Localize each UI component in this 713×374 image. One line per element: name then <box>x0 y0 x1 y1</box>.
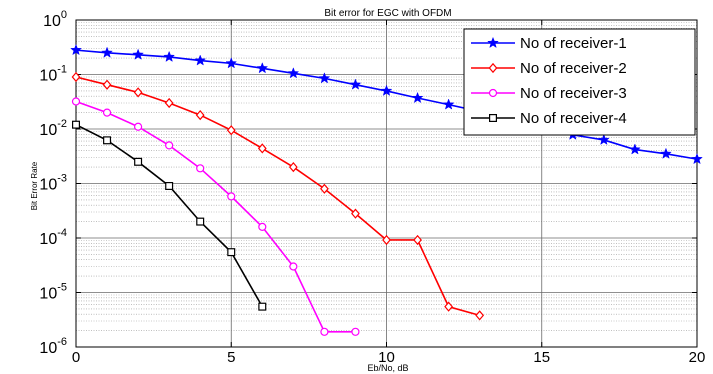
series-2 <box>71 71 485 321</box>
marker-diamond <box>288 161 298 173</box>
marker-star <box>380 84 393 96</box>
legend-label: No of receiver-2 <box>520 60 627 77</box>
y-tick-base: 10 <box>39 231 57 248</box>
marker-star <box>349 78 362 90</box>
marker-diamond <box>133 87 143 98</box>
marker-diamond <box>351 208 360 219</box>
x-tick-label: 10 <box>378 349 395 366</box>
marker-diamond <box>102 79 112 90</box>
marker-circle <box>165 141 174 150</box>
marker-circle <box>102 108 112 117</box>
marker-star <box>597 133 610 145</box>
legend-label: No of receiver-1 <box>520 35 627 52</box>
marker-square <box>71 120 80 129</box>
marker-star <box>660 147 672 159</box>
legend-label: No of receiver-4 <box>520 110 627 127</box>
y-axis-label: Bit Error Rate <box>30 161 39 210</box>
marker-square <box>103 136 112 145</box>
marker-square <box>196 217 205 226</box>
marker-square <box>227 248 236 257</box>
marker-diamond <box>320 183 329 194</box>
marker-square <box>258 302 267 311</box>
marker-star <box>628 143 641 155</box>
y-tick-label: 10-3 <box>39 173 67 194</box>
marker-circle <box>351 327 360 336</box>
marker-circle <box>134 122 143 131</box>
marker-circle <box>196 164 205 173</box>
marker-star <box>101 46 113 58</box>
y-tick-exponent: -5 <box>57 282 67 294</box>
chart-title: Bit error for EGC with OFDM <box>324 8 451 19</box>
x-tick-label: 20 <box>689 349 706 366</box>
y-tick-exponent: -2 <box>57 118 67 130</box>
marker-circle <box>488 88 498 98</box>
marker-circle <box>227 192 236 201</box>
marker-circle <box>289 262 298 271</box>
marker-square <box>134 157 143 166</box>
y-tick-base: 10 <box>43 13 61 30</box>
y-tick-label: 10-4 <box>39 227 67 248</box>
legend-item-4: No of receiver-4 <box>471 110 627 127</box>
marker-circle <box>258 222 267 231</box>
y-tick-exponent: -3 <box>57 173 67 185</box>
marker-star <box>132 48 145 60</box>
legend-item-1: No of receiver-1 <box>471 35 627 52</box>
y-tick-exponent: -6 <box>57 336 67 348</box>
series-4 <box>71 120 267 311</box>
y-tick-label: 100 <box>43 9 67 30</box>
y-tick-exponent: -4 <box>57 227 67 239</box>
legend-label: No of receiver-3 <box>520 85 627 102</box>
marker-diamond <box>444 301 453 312</box>
marker-square <box>165 181 174 190</box>
marker-star <box>318 72 331 84</box>
marker-diamond <box>475 310 485 321</box>
y-tick-label: 10-1 <box>39 64 67 85</box>
y-tick-base: 10 <box>39 68 57 85</box>
x-tick-label: 15 <box>533 349 550 366</box>
marker-star <box>691 152 703 165</box>
marker-star <box>163 50 176 62</box>
marker-diamond <box>257 143 267 154</box>
marker-square <box>489 113 498 122</box>
marker-star <box>411 91 424 104</box>
marker-star <box>256 62 269 74</box>
marker-star <box>225 57 238 69</box>
marker-diamond <box>488 62 498 74</box>
marker-circle <box>71 97 81 106</box>
marker-diamond <box>195 109 205 121</box>
marker-star <box>487 36 499 49</box>
marker-diamond <box>382 234 391 246</box>
y-tick-label: 10-2 <box>39 118 67 139</box>
series-line <box>75 76 480 317</box>
legend: No of receiver-1 No of receiver-2 No of re… <box>463 28 696 136</box>
y-tick-base: 10 <box>39 122 57 139</box>
marker-diamond <box>71 71 81 83</box>
marker-diamond <box>226 125 236 136</box>
y-tick-label: 10-5 <box>39 282 67 303</box>
y-tick-base: 10 <box>39 177 57 194</box>
y-tick-exponent: -1 <box>57 64 67 76</box>
marker-star <box>194 54 207 66</box>
marker-star <box>287 67 300 79</box>
series-line <box>75 100 356 333</box>
series-3 <box>71 97 360 336</box>
marker-diamond <box>413 234 422 246</box>
legend-item-3: No of receiver-3 <box>471 85 627 102</box>
y-tick-base: 10 <box>39 340 57 357</box>
marker-circle <box>320 327 329 336</box>
marker-diamond <box>164 97 174 109</box>
x-axis-label: Eb/No, dB <box>367 363 408 373</box>
legend-item-2: No of receiver-2 <box>471 60 627 77</box>
x-tick-label: 5 <box>227 349 235 366</box>
x-tick-label: 0 <box>72 349 80 366</box>
marker-star <box>70 43 82 56</box>
y-tick-label: 10-6 <box>39 336 67 357</box>
y-tick-base: 10 <box>39 286 57 303</box>
y-tick-exponent: 0 <box>61 9 67 21</box>
marker-star <box>442 98 455 110</box>
